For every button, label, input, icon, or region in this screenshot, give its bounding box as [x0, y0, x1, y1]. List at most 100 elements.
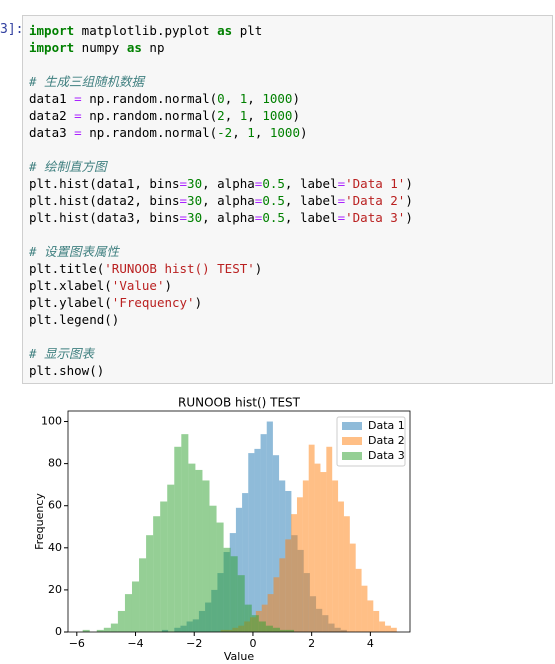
code-line: plt.hist(data2, bins=30, alpha=0.5, labe…: [29, 193, 413, 208]
histogram-bar: [379, 621, 386, 632]
y-tick-label: 40: [48, 541, 62, 554]
code-line: plt.hist(data3, bins=30, alpha=0.5, labe…: [29, 210, 413, 225]
histogram-bar: [131, 581, 140, 632]
histogram-bar: [216, 522, 224, 632]
histogram-bar: [267, 594, 274, 632]
legend-label: Data 3: [368, 449, 405, 462]
histogram-bar: [96, 629, 104, 632]
histogram-bar: [279, 480, 286, 632]
cell-prompt: 3]:: [0, 22, 24, 37]
histogram-bar: [308, 444, 315, 632]
histogram-bar: [265, 625, 273, 632]
histogram-bar: [103, 627, 111, 632]
histogram-bar: [291, 514, 297, 632]
code-line: data1 = np.random.normal(0, 1, 1000): [29, 91, 300, 106]
histogram-bar: [279, 629, 287, 632]
histogram-bar: [266, 421, 273, 632]
y-tick-label: 60: [48, 499, 62, 512]
histogram-bar: [272, 455, 280, 632]
histogram-bar: [285, 539, 292, 632]
code-line: plt.show(): [29, 363, 105, 378]
histogram-bar: [367, 600, 374, 632]
histogram-bar: [332, 480, 339, 632]
code-line: plt.title('RUNOOB hist() TEST'): [29, 261, 263, 276]
code-line: import numpy as np: [29, 40, 165, 55]
histogram-bar: [117, 610, 125, 632]
legend-label: Data 1: [368, 419, 405, 432]
legend: Data 1 Data 2 Data 3: [336, 416, 406, 467]
histogram-bar: [349, 543, 356, 632]
histogram-bar: [223, 547, 231, 632]
histogram-bar: [258, 621, 266, 632]
code-line: # 绘制直方图: [29, 159, 107, 174]
plot-frame: [67, 410, 411, 633]
chart: RUNOOB hist() TEST Value Frequency −6 −4 −2 0 2…: [33, 396, 411, 663]
histogram-bar: [373, 610, 380, 632]
histogram-bar: [174, 446, 182, 632]
x-tick-label: 2: [308, 637, 315, 650]
code-line: data3 = np.random.normal(-2, 1, 1000): [29, 125, 308, 140]
x-tick-label: −2: [186, 637, 202, 650]
code-block: # 绘制直方图 plt.hist(data1, bins=30, alpha=0.…: [29, 158, 552, 226]
code-line: # 生成三组随机数据: [29, 74, 145, 89]
histogram-bar: [302, 480, 309, 632]
histogram-bar: [314, 463, 321, 632]
legend-swatch: [342, 437, 362, 445]
histogram-bar: [124, 594, 132, 632]
code-cell[interactable]: import matplotlib.pyplot as plt import nu…: [22, 15, 553, 384]
y-tick-label: 80: [48, 457, 62, 470]
legend-label: Data 2: [368, 434, 405, 447]
histogram-bar: [260, 434, 267, 632]
histogram-bar: [181, 434, 189, 632]
histogram-bar: [244, 604, 252, 632]
histogram-bar: [153, 516, 161, 632]
code-line: import matplotlib.pyplot as plt: [29, 23, 263, 38]
y-tick-label: 20: [48, 583, 62, 596]
histogram-bar: [160, 501, 168, 632]
histogram-bar: [390, 627, 397, 632]
histogram-bar: [385, 625, 391, 632]
x-tick-label: 4: [367, 637, 374, 650]
histogram-bar: [254, 448, 261, 632]
histogram-bar: [320, 472, 327, 632]
histogram-bar: [242, 493, 249, 632]
code-line: plt.ylabel('Frequency'): [29, 295, 203, 310]
histogram-bar: [326, 446, 333, 632]
histogram-bar: [209, 505, 217, 632]
chart-title: RUNOOB hist() TEST: [178, 396, 301, 410]
histogram-bar: [251, 615, 259, 632]
x-tick-label: 0: [249, 637, 256, 650]
code-line: # 设置图表属性: [29, 244, 120, 259]
histogram-bar: [355, 568, 362, 632]
code-block: import matplotlib.pyplot as plt import nu…: [29, 22, 552, 56]
histogram-bar: [195, 469, 203, 632]
histogram-bar: [188, 463, 196, 632]
histogram-bar: [248, 453, 255, 632]
legend-swatch: [342, 452, 362, 460]
code-block: # 设置图表属性 plt.title('RUNOOB hist() TEST') p…: [29, 243, 552, 328]
histogram-bar: [361, 585, 368, 632]
x-axis-label: Value: [224, 650, 254, 663]
x-tick-label: −4: [127, 637, 143, 650]
y-tick-label: 100: [41, 415, 62, 428]
code-line: plt.xlabel('Value'): [29, 278, 173, 293]
legend-swatch: [342, 422, 362, 430]
y-axis-label: Frequency: [33, 493, 46, 550]
histogram-bar: [279, 558, 286, 632]
x-tick-label: −6: [69, 637, 85, 650]
code-block: # 生成三组随机数据 data1 = np.random.normal(0, 1,…: [29, 73, 552, 141]
histogram-bar: [296, 497, 303, 632]
histogram-bar: [237, 575, 245, 632]
histogram-bar: [286, 629, 295, 632]
histogram-bar: [235, 507, 243, 632]
histogram-bar: [272, 627, 280, 632]
histogram-bar: [139, 558, 147, 632]
code-line: # 显示图表: [29, 346, 95, 361]
histogram-bar: [261, 604, 268, 632]
histogram-bar: [167, 484, 175, 632]
histogram-bar: [230, 556, 238, 632]
histogram-bar: [273, 577, 280, 632]
histogram-bar: [110, 623, 118, 632]
histogram-bar: [338, 501, 344, 632]
